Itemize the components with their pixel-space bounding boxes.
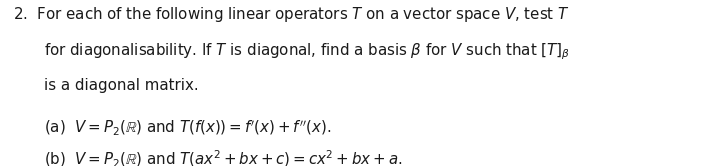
Text: is a diagonal matrix.: is a diagonal matrix. <box>44 78 199 93</box>
Text: for diagonalisability. If $T$ is diagonal, find a basis $\beta$ for $V$ such tha: for diagonalisability. If $T$ is diagona… <box>44 42 571 62</box>
Text: (b)  $V = P_2(\mathbb{R})$ and $T(ax^2 + bx + c) = cx^2 + bx + a$.: (b) $V = P_2(\mathbb{R})$ and $T(ax^2 + … <box>44 149 403 166</box>
Text: 2.  For each of the following linear operators $T$ on a vector space $V$, test $: 2. For each of the following linear oper… <box>13 5 569 24</box>
Text: (a)  $V = P_2(\mathbb{R})$ and $T(f(x)) = f'(x) + f''(x)$.: (a) $V = P_2(\mathbb{R})$ and $T(f(x)) =… <box>44 118 332 137</box>
